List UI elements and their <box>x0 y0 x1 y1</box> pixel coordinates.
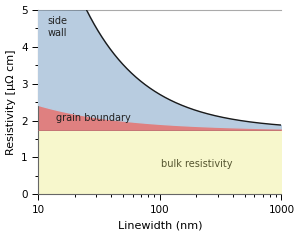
Text: bulk resistivity: bulk resistivity <box>160 159 232 169</box>
Y-axis label: Resistivity [μΩ cm]: Resistivity [μΩ cm] <box>6 49 16 155</box>
Text: grain boundary: grain boundary <box>56 113 131 122</box>
X-axis label: Linewidth (nm): Linewidth (nm) <box>118 220 202 230</box>
Text: side
wall: side wall <box>48 16 68 38</box>
